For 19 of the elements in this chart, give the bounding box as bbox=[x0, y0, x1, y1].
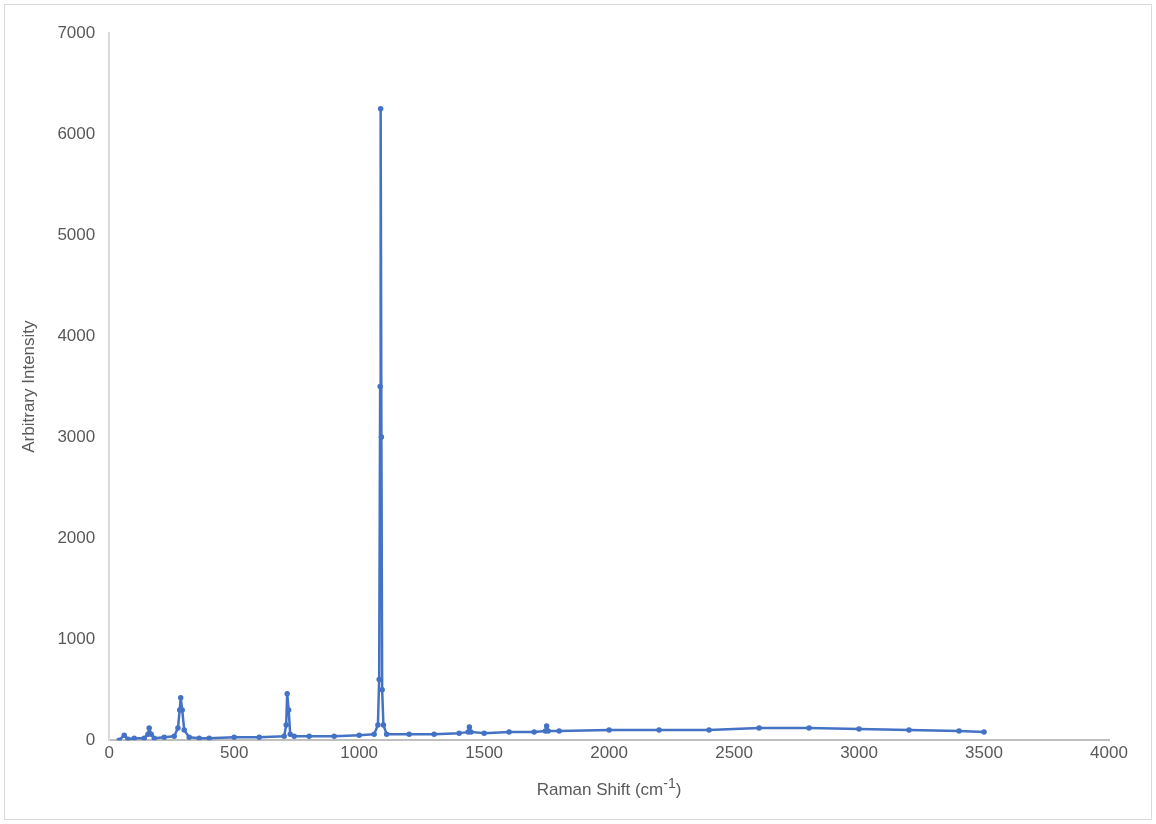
y-tick-label: 4000 bbox=[57, 325, 96, 345]
x-tick-label: 0 bbox=[104, 743, 114, 763]
y-tick-label: 1000 bbox=[57, 628, 96, 648]
x-tick-label: 1500 bbox=[465, 743, 504, 763]
x-tick-label: 2000 bbox=[590, 743, 629, 763]
y-axis-title: Arbitrary Intensity bbox=[18, 319, 38, 453]
x-tick-label: 500 bbox=[220, 743, 249, 763]
y-tick-label: 2000 bbox=[57, 527, 96, 547]
x-tick-label: 1000 bbox=[340, 743, 379, 763]
y-tick-label: 7000 bbox=[57, 22, 96, 42]
x-tick-label: 2500 bbox=[715, 743, 753, 763]
x-tick-label: 3000 bbox=[840, 743, 878, 763]
x-tick-label: 4000 bbox=[1090, 743, 1128, 763]
y-tick-label: 3000 bbox=[57, 426, 96, 446]
x-tick-label: 3500 bbox=[965, 743, 1003, 763]
y-tick-label: 5000 bbox=[57, 224, 96, 244]
y-tick-label: 6000 bbox=[57, 123, 96, 143]
x-axis-title: Raman Shift (cm$^{-1}$) bbox=[536, 775, 682, 800]
y-tick-label: 0 bbox=[85, 729, 96, 749]
